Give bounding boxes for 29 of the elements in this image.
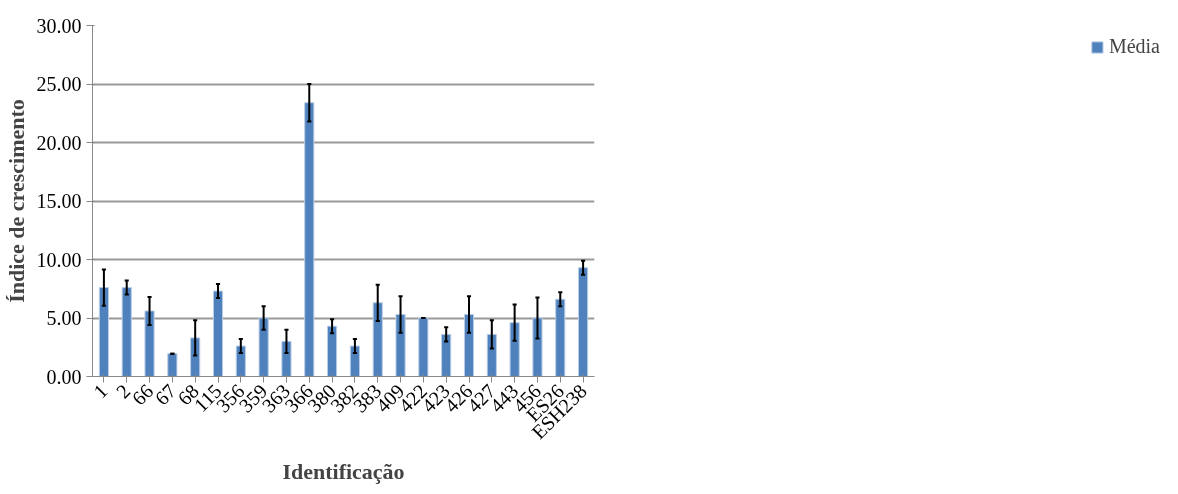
bar (212, 290, 224, 377)
bar (578, 267, 589, 377)
y-tick-label: 5.00 (46, 307, 82, 329)
bar (486, 333, 497, 377)
bar (372, 302, 383, 377)
bar (463, 313, 475, 377)
bar (509, 322, 520, 377)
bar (235, 345, 246, 377)
y-tick-label: 25.00 (36, 73, 82, 95)
bar (349, 345, 360, 377)
bar (121, 287, 132, 377)
bar (167, 353, 178, 377)
bar (555, 298, 566, 377)
bar (304, 102, 315, 377)
legend-label: Média (1108, 35, 1160, 58)
x-tick-label: 1 (89, 379, 112, 403)
bar (98, 287, 109, 377)
x-axis-title: Identificação (282, 458, 405, 484)
bar (418, 317, 429, 377)
bar (441, 333, 452, 377)
bar (144, 310, 155, 377)
y-tick-label: 15.00 (36, 190, 82, 212)
y-tick-label: 0.00 (46, 365, 82, 388)
bar (327, 325, 338, 377)
bar (258, 317, 269, 377)
y-axis-title: Índice de crescimento (3, 99, 29, 303)
y-tick-label: 30.00 (36, 14, 82, 37)
y-tick-label: 20.00 (36, 131, 82, 154)
y-tick-label: 10.00 (36, 248, 82, 271)
